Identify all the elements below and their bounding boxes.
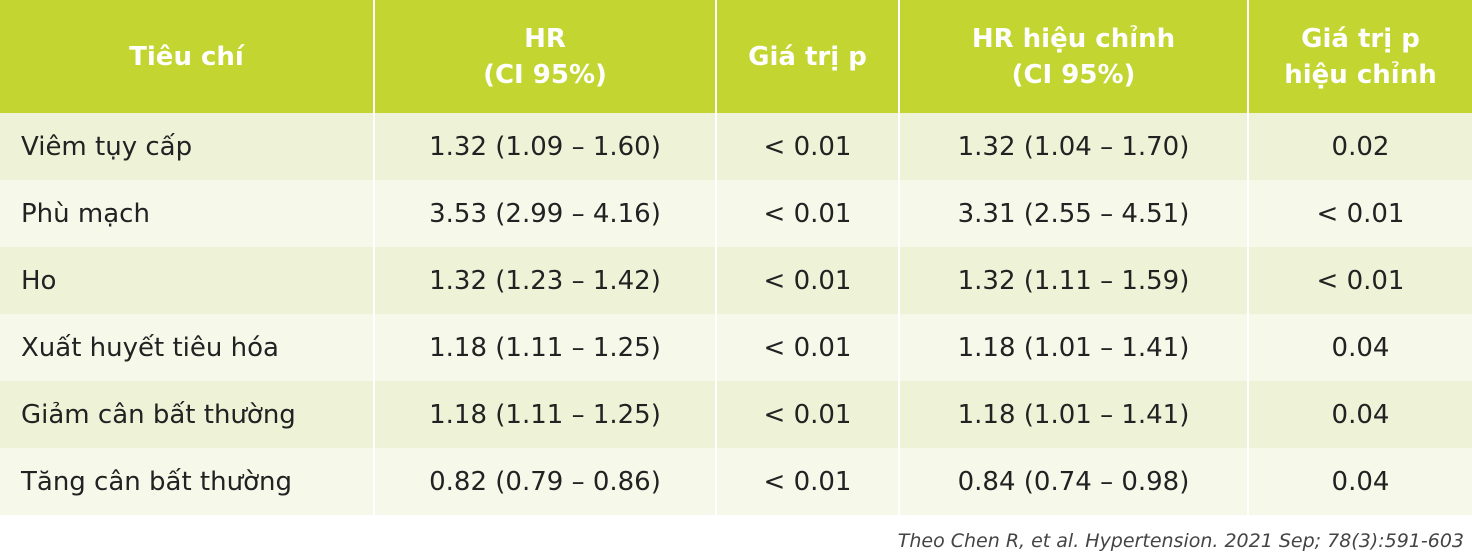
header-text: Tiêu chí xyxy=(129,41,244,72)
table-row: Ho 1.32 (1.23 – 1.42) < 0.01 1.32 (1.11 – 1… xyxy=(0,247,1472,314)
table-cell: Phù mạch xyxy=(0,180,375,247)
header-text: (CI 95%) xyxy=(1011,59,1136,90)
table-row: Tăng cân bất thường 0.82 (0.79 – 0.86) < 0… xyxy=(0,448,1472,515)
table-cell: < 0.01 xyxy=(717,448,900,515)
table-cell: 0.04 xyxy=(1249,381,1472,448)
table-cell: 0.02 xyxy=(1249,113,1472,180)
table-cell: < 0.01 xyxy=(717,381,900,448)
table-cell: 1.18 (1.11 – 1.25) xyxy=(375,381,717,448)
table-cell: < 0.01 xyxy=(717,314,900,381)
table-cell: 1.32 (1.23 – 1.42) xyxy=(375,247,717,314)
table-row: Xuất huyết tiêu hóa 1.18 (1.11 – 1.25) < 0… xyxy=(0,314,1472,381)
table-cell: Giảm cân bất thường xyxy=(0,381,375,448)
header-text: HR xyxy=(524,23,566,54)
table-cell: 1.32 (1.11 – 1.59) xyxy=(900,247,1249,314)
table-cell: < 0.01 xyxy=(717,113,900,180)
header-cell: Tiêu chí xyxy=(0,0,375,113)
table-cell: < 0.01 xyxy=(1249,247,1472,314)
table-row: Giảm cân bất thường 1.18 (1.11 – 1.25) < 0… xyxy=(0,381,1472,448)
header-cell: HR (CI 95%) xyxy=(375,0,717,113)
header-text: hiệu chỉnh xyxy=(1284,59,1437,90)
header-text: Giá trị p xyxy=(748,41,867,72)
table-cell: 3.31 (2.55 – 4.51) xyxy=(900,180,1249,247)
table-cell: Xuất huyết tiêu hóa xyxy=(0,314,375,381)
header-cell: Giá trị p hiệu chỉnh xyxy=(1249,0,1472,113)
table-cell: 1.32 (1.04 – 1.70) xyxy=(900,113,1249,180)
source-note: Theo Chen R, et al. Hypertension. 2021 S… xyxy=(897,530,1464,552)
table-cell: < 0.01 xyxy=(1249,180,1472,247)
table-cell: 0.04 xyxy=(1249,448,1472,515)
table-cell: 1.18 (1.01 – 1.41) xyxy=(900,314,1249,381)
header-text: (CI 95%) xyxy=(483,59,607,90)
header-text: Giá trị p xyxy=(1301,23,1420,54)
table-cell: Ho xyxy=(0,247,375,314)
header-row: Tiêu chí HR (CI 95%) Giá trị p HR hiệu chỉnh… xyxy=(0,0,1472,113)
header-cell: Giá trị p xyxy=(717,0,900,113)
table-cell: 1.18 (1.01 – 1.41) xyxy=(900,381,1249,448)
header-cell: HR hiệu chỉnh (CI 95%) xyxy=(900,0,1249,113)
table-cell: Tăng cân bất thường xyxy=(0,448,375,515)
table-row: Viêm tụy cấp 1.32 (1.09 – 1.60) < 0.01 1.32… xyxy=(0,113,1472,180)
table-cell: 1.18 (1.11 – 1.25) xyxy=(375,314,717,381)
table-cell: 0.84 (0.74 – 0.98) xyxy=(900,448,1249,515)
header-text: HR hiệu chỉnh xyxy=(971,23,1176,54)
table: Tiêu chí HR (CI 95%) Giá trị p HR hiệu chỉnh… xyxy=(0,0,1472,515)
table-cell: 0.82 (0.79 – 0.86) xyxy=(375,448,717,515)
table-cell: Viêm tụy cấp xyxy=(0,113,375,180)
table-cell: < 0.01 xyxy=(717,247,900,314)
table-cell: 3.53 (2.99 – 4.16) xyxy=(375,180,717,247)
table-cell: 0.04 xyxy=(1249,314,1472,381)
table-cell: 1.32 (1.09 – 1.60) xyxy=(375,113,717,180)
table-row: Phù mạch 3.53 (2.99 – 4.16) < 0.01 3.31 (2.… xyxy=(0,180,1472,247)
table-cell: < 0.01 xyxy=(717,180,900,247)
